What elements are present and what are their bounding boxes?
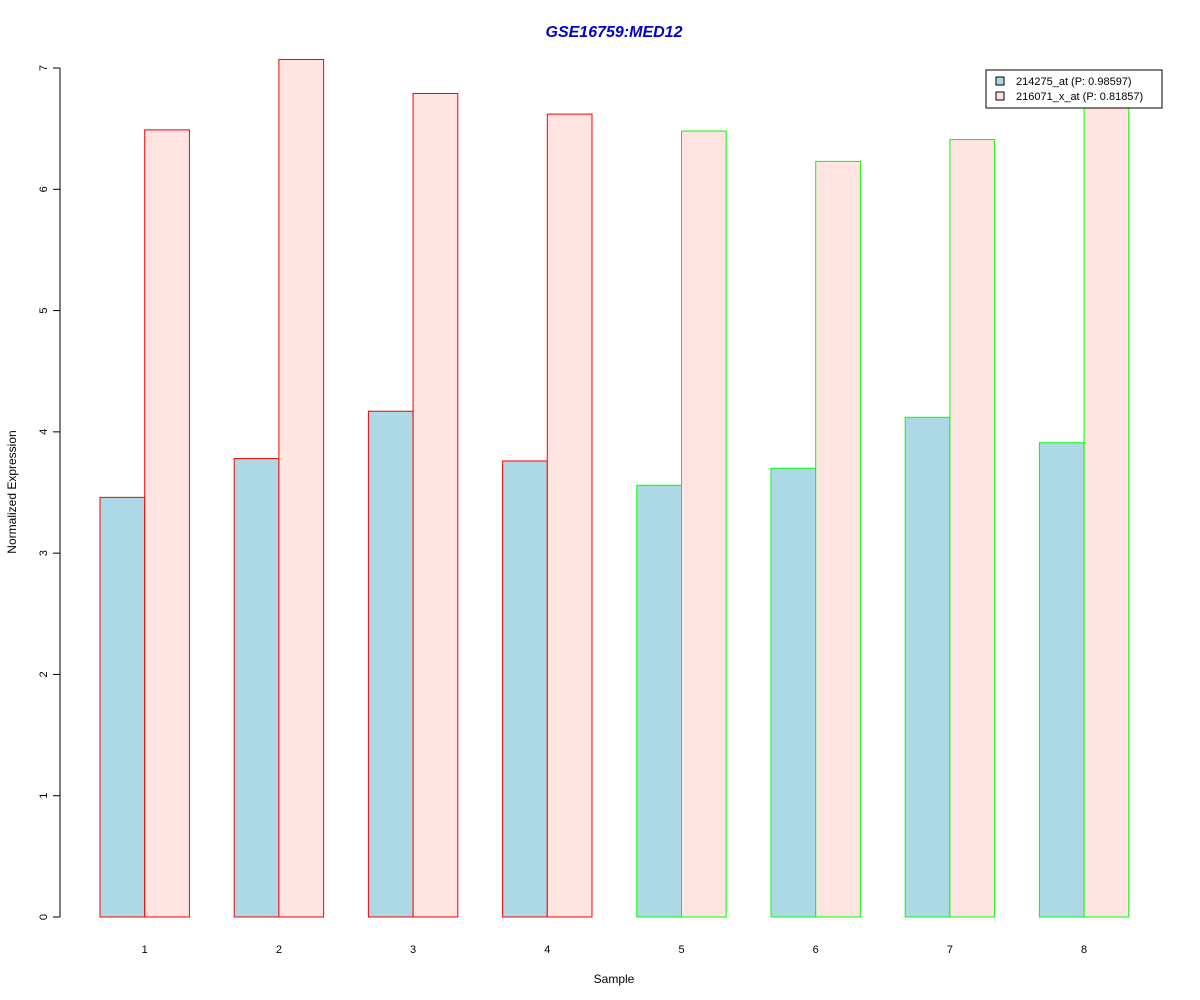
y-tick-label: 6 [38, 186, 50, 192]
x-tick-label: 6 [813, 944, 819, 956]
y-tick-label: 7 [38, 65, 50, 71]
legend-box [985, 69, 1163, 109]
bar-s1-sample-8 [1038, 442, 1085, 918]
y-axis: 0 1 2 3 4 5 6 7 [38, 65, 61, 920]
bar-s1-sample-1 [99, 496, 146, 918]
x-tick-label: 3 [410, 944, 416, 956]
bar-s2-sample-6 [815, 160, 861, 918]
bar-s1-sample-2 [233, 458, 280, 918]
x-axis-title: Sample [594, 972, 635, 986]
y-tick-label: 3 [38, 550, 50, 556]
legend-label: 214275_at (P: 0.98597) [1016, 76, 1132, 88]
y-tick-label: 5 [38, 308, 50, 314]
x-tick-label: 5 [678, 944, 684, 956]
legend-swatch [995, 91, 1005, 101]
bar-s1-sample-7 [904, 416, 951, 918]
bar-s2-sample-4 [546, 113, 593, 918]
bar-s2-sample-7 [949, 139, 996, 918]
x-tick-label: 1 [142, 944, 148, 956]
legend: 214275_at (P: 0.98597) 216071_x_at (P: 0.… [985, 69, 1163, 109]
bars [99, 59, 1130, 918]
x-axis-tick-labels: 1 2 3 4 5 6 7 8 [142, 944, 1088, 956]
x-tick-label: 8 [1081, 944, 1087, 956]
y-tick-label: 0 [38, 914, 50, 920]
bar-s1-sample-4 [502, 460, 548, 918]
legend-label: 216071_x_at (P: 0.81857) [1016, 91, 1143, 103]
y-tick-label: 1 [38, 793, 50, 799]
y-axis-title: Normalized Expression [5, 430, 19, 553]
legend-swatch [995, 76, 1005, 86]
bar-s2-sample-3 [412, 92, 459, 918]
y-tick-label: 2 [38, 671, 50, 677]
chart-title: GSE16759:MED12 [546, 24, 683, 41]
bar-s1-sample-3 [367, 410, 414, 918]
bar-s1-sample-6 [770, 467, 817, 918]
x-tick-label: 7 [947, 944, 953, 956]
x-tick-label: 4 [544, 944, 550, 956]
x-tick-label: 2 [276, 944, 282, 956]
bar-s2-sample-5 [681, 130, 727, 918]
bar-s2-sample-1 [144, 129, 190, 918]
y-tick-label: 4 [38, 429, 50, 435]
bar-s1-sample-5 [636, 484, 682, 918]
bar-s2-sample-2 [278, 59, 325, 918]
bar-s2-sample-8 [1083, 105, 1130, 918]
